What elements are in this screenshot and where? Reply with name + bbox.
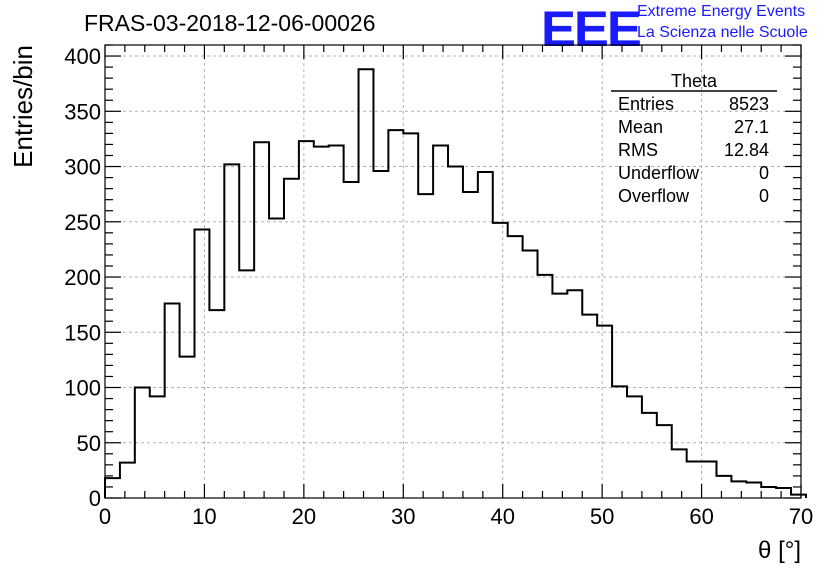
y-tick-label: 400 xyxy=(64,44,101,69)
eee-logo: EEE xyxy=(541,1,642,57)
x-tick-label: 40 xyxy=(490,504,514,529)
stats-row-value: 0 xyxy=(759,163,769,183)
stats-title: Theta xyxy=(671,71,718,91)
stats-row-label: Overflow xyxy=(618,186,690,206)
x-tick-label: 60 xyxy=(689,504,713,529)
stats-rows: Entries 8523 Mean 27.1 RMS 12.84 Underflow 0 Ove… xyxy=(618,94,769,206)
x-tick-label: 20 xyxy=(292,504,316,529)
y-tick-label: 250 xyxy=(64,210,101,235)
tick-labels: 0 10 20 30 40 50 60 70 0 50 100 150 200 250 300 350 400 xyxy=(64,44,813,529)
x-tick-label: 70 xyxy=(789,504,813,529)
plot-frame xyxy=(104,44,802,499)
org-name-line2: La Scienza nelle Scuole xyxy=(637,24,808,41)
x-tick-label: 30 xyxy=(391,504,415,529)
y-tick-label: 200 xyxy=(64,265,101,290)
stats-row-label: RMS xyxy=(618,140,658,160)
stats-row-value: 12.84 xyxy=(724,140,769,160)
y-tick-label: 50 xyxy=(77,431,101,456)
chart-title: FRAS-03-2018-12-06-00026 xyxy=(84,10,376,36)
histogram-line xyxy=(104,68,807,498)
x-tick-label: 50 xyxy=(590,504,614,529)
y-tick-label: 100 xyxy=(64,376,101,401)
stats-box: Theta Entries 8523 Mean 27.1 RMS 12.84 Underfl… xyxy=(611,71,777,206)
stats-row-value: 8523 xyxy=(729,94,769,114)
stats-row-label: Mean xyxy=(618,117,663,137)
org-name-line1: Extreme Energy Events xyxy=(637,3,806,20)
x-tick-label: 0 xyxy=(99,504,111,529)
stats-row-label: Entries xyxy=(618,94,674,114)
y-axis-label: Entries/bin xyxy=(8,45,38,168)
y-tick-label: 0 xyxy=(89,486,101,511)
y-tick-label: 300 xyxy=(64,155,101,180)
x-axis-label: θ [°] xyxy=(758,537,801,564)
stats-row-value: 0 xyxy=(759,186,769,206)
stats-row-label: Underflow xyxy=(618,163,700,183)
stats-row-value: 27.1 xyxy=(734,117,769,137)
x-tick-label: 10 xyxy=(192,504,216,529)
axis-ticks xyxy=(104,44,802,499)
y-tick-label: 350 xyxy=(64,99,101,124)
y-tick-label: 150 xyxy=(64,320,101,345)
